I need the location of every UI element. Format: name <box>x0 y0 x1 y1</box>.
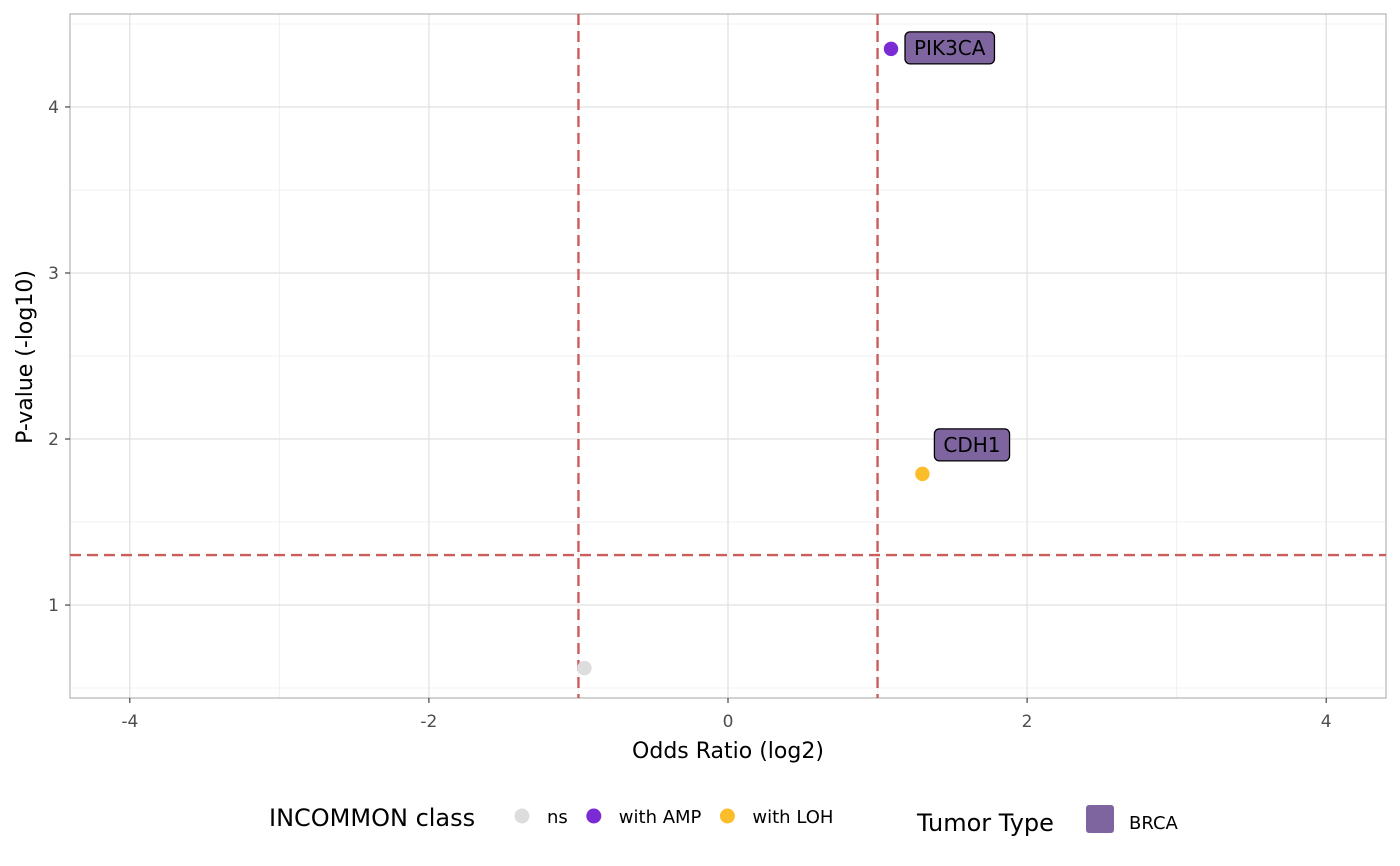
y-axis-title: P-value (-log10) <box>13 270 38 444</box>
data-point <box>883 41 899 57</box>
y-tick-label: 1 <box>48 596 59 616</box>
grid-major <box>70 14 1386 698</box>
data-point <box>577 660 592 676</box>
legend-class-label: ns <box>547 807 568 828</box>
point-label-box <box>904 31 996 65</box>
data-points <box>577 41 930 676</box>
point-label-box <box>933 428 1011 462</box>
reference-lines <box>70 14 1386 698</box>
legend-tumor-label: BRCA <box>1129 813 1179 834</box>
legend-class-key <box>514 808 530 824</box>
legend-class-label: with LOH <box>752 807 833 828</box>
x-tick-label: 2 <box>1022 712 1033 732</box>
legend-class-key <box>586 808 602 824</box>
legend-tumor-key <box>1086 805 1114 833</box>
legend-tumor-title: Tumor Type <box>916 809 1054 837</box>
point-label: CDH1 <box>933 428 1011 462</box>
x-tick-label: 0 <box>723 712 734 732</box>
x-tick-label: 4 <box>1321 712 1332 732</box>
legend-class-key <box>719 808 735 824</box>
legend-class-entries: ns with AMP with LOH <box>514 807 833 828</box>
x-axis-ticks: -4 -2 0 2 4 <box>121 698 1332 732</box>
legend-class-label: with AMP <box>619 807 702 828</box>
legend-tumor-entries: BRCA <box>1086 805 1179 834</box>
y-tick-label: 3 <box>48 264 59 284</box>
data-point <box>915 466 930 482</box>
point-label-text: CDH1 <box>943 433 1000 457</box>
x-tick-label: -2 <box>420 712 437 732</box>
y-tick-label: 4 <box>48 98 59 118</box>
y-axis-ticks: 1 2 3 4 <box>48 98 70 616</box>
legend: INCOMMON class ns with AMP with LOH Tumor … <box>269 804 1179 837</box>
y-tick-label: 2 <box>48 430 59 450</box>
legend-class-title: INCOMMON class <box>269 804 475 832</box>
point-labels: PIK3CA CDH1 <box>904 31 1011 462</box>
point-label: PIK3CA <box>904 31 996 65</box>
x-axis-title: Odds Ratio (log2) <box>632 739 824 764</box>
x-tick-label: -4 <box>121 712 138 732</box>
point-label-text: PIK3CA <box>914 36 986 60</box>
